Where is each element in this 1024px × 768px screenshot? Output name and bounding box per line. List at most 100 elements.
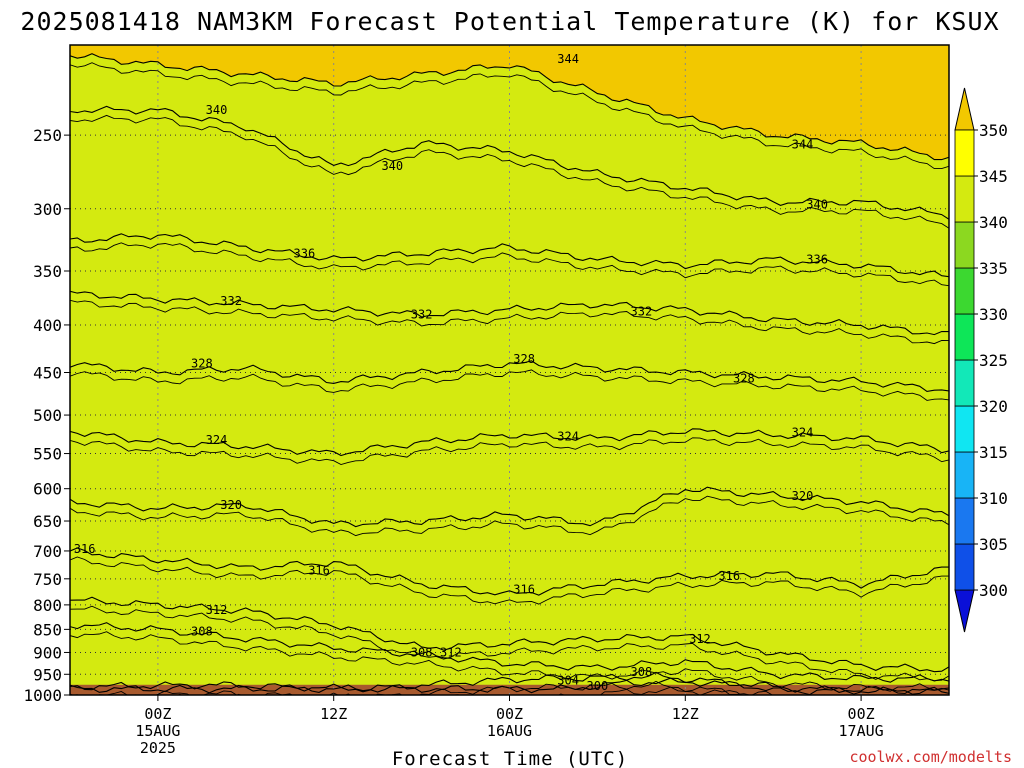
y-tick-label: 1000 <box>23 686 62 705</box>
x-tick-label: 12Z <box>320 705 347 723</box>
y-tick-label: 550 <box>33 445 62 464</box>
colorbar-label: 335 <box>979 259 1008 278</box>
contour-label: 312 <box>206 603 228 617</box>
contour-label: 340 <box>806 198 828 212</box>
y-axis: 250 300 350 400 450 500 550 600 650 700 750 800 850 9… <box>23 126 70 705</box>
isentrope-minor <box>70 680 869 695</box>
colorbar-label: 340 <box>979 213 1008 232</box>
contour-label: 308 <box>631 665 653 679</box>
contour-label: 344 <box>792 138 814 152</box>
contour-label: 308 <box>191 625 213 639</box>
contour-label: 312 <box>689 632 711 646</box>
isentrope-lines <box>70 53 949 695</box>
fill-bands <box>70 45 949 695</box>
isentrope-332 <box>70 290 949 336</box>
contour-label: 316 <box>74 542 96 556</box>
contour-label: 316 <box>718 569 740 583</box>
y-tick-label: 400 <box>33 316 62 335</box>
isentrope-316 <box>70 547 949 596</box>
x-tick-label: 15AUG <box>135 722 180 740</box>
contour-label: 324 <box>206 433 228 447</box>
credit-text: coolwx.com/modelts <box>849 748 1012 766</box>
y-tick-label: 600 <box>33 480 62 499</box>
colorbar-label: 300 <box>979 581 1008 600</box>
colorbar-swatch <box>954 175 975 223</box>
colorbar-label: 345 <box>979 167 1008 186</box>
y-tick-label: 250 <box>33 126 62 145</box>
isentrope-minor <box>70 631 949 692</box>
y-tick-label: 450 <box>33 364 62 383</box>
isentrope-minor <box>70 605 949 682</box>
y-tick-label: 750 <box>33 570 62 589</box>
colorbar-swatch <box>954 267 975 315</box>
contour-label: 328 <box>191 356 213 370</box>
band-344 <box>70 53 949 695</box>
x-tick-label: 16AUG <box>487 722 532 740</box>
contour-label: 324 <box>557 429 579 443</box>
contour-label: 336 <box>294 246 316 260</box>
colorbar-swatch <box>954 405 975 453</box>
contour-label: 336 <box>806 252 828 266</box>
colorbar-swatch <box>954 313 975 361</box>
contour-label: 344 <box>557 52 579 66</box>
x-tick-label: 00Z <box>144 705 171 723</box>
colorbar-swatch <box>954 221 975 269</box>
x-tick-label: 00Z <box>496 705 523 723</box>
contour-label: 328 <box>513 352 535 366</box>
x-tick-label: 00Z <box>848 705 875 723</box>
colorbar: 300 305 310 315 320 325 330 335 340 345 350 <box>954 87 1008 633</box>
x-tick-label: 17AUG <box>839 722 884 740</box>
isentrope-minor <box>70 62 949 170</box>
contour-label: 324 <box>792 425 814 439</box>
isentrope-minor <box>70 299 949 345</box>
contour-label: 312 <box>440 645 462 659</box>
colorbar-label: 310 <box>979 489 1008 508</box>
colorbar-label: 330 <box>979 305 1008 324</box>
contour-label: 320 <box>792 489 814 503</box>
contour-label: 300 <box>587 679 609 693</box>
contour-label: 316 <box>513 582 535 596</box>
isentrope-328 <box>70 360 949 392</box>
colorbar-min-arrow <box>954 589 975 633</box>
isentrope-minor <box>70 556 949 605</box>
isentrope-340 <box>70 105 949 220</box>
y-tick-label: 900 <box>33 643 62 662</box>
contour-label: 328 <box>733 372 755 386</box>
x-tick-label: 12Z <box>672 705 699 723</box>
colorbar-label: 325 <box>979 351 1008 370</box>
isentrope-minor <box>70 495 949 537</box>
contour-label: 340 <box>206 103 228 117</box>
isentrope-minor <box>70 369 949 401</box>
colorbar-label: 305 <box>979 535 1008 554</box>
y-tick-label: 800 <box>33 596 62 615</box>
isentrope-336 <box>70 233 949 278</box>
colorbar-swatch <box>954 543 975 591</box>
y-tick-label: 650 <box>33 512 62 531</box>
contour-label: 332 <box>220 294 242 308</box>
contour-label: 320 <box>220 498 242 512</box>
y-tick-label: 500 <box>33 406 62 425</box>
contour-label: 332 <box>631 305 653 319</box>
isentrope-308 <box>70 622 949 683</box>
colorbar-label: 350 <box>979 121 1008 140</box>
colorbar-label: 320 <box>979 397 1008 416</box>
ground-rect <box>70 684 949 695</box>
colorbar-swatch <box>954 497 975 545</box>
y-tick-label: 300 <box>33 200 62 219</box>
colorbar-label: 315 <box>979 443 1008 462</box>
chart-title: 2025081418 NAM3KM Forecast Potential Tem… <box>20 7 999 36</box>
isentrope-minor <box>70 242 949 287</box>
isentrope-344 <box>70 53 949 161</box>
isentrope-minor <box>70 114 949 229</box>
isentrope-minor <box>70 437 949 465</box>
colorbar-swatch <box>954 359 975 407</box>
isentrope-312 <box>70 596 949 673</box>
contour-label: 340 <box>381 159 403 173</box>
colorbar-swatch <box>954 129 975 177</box>
contour-label: 316 <box>308 564 330 578</box>
contour-labels: 344 340 340 344 340 336 336 332 332 332 328 328 328 3… <box>74 52 828 693</box>
y-tick-label: 850 <box>33 620 62 639</box>
contour-label: 332 <box>411 308 433 322</box>
